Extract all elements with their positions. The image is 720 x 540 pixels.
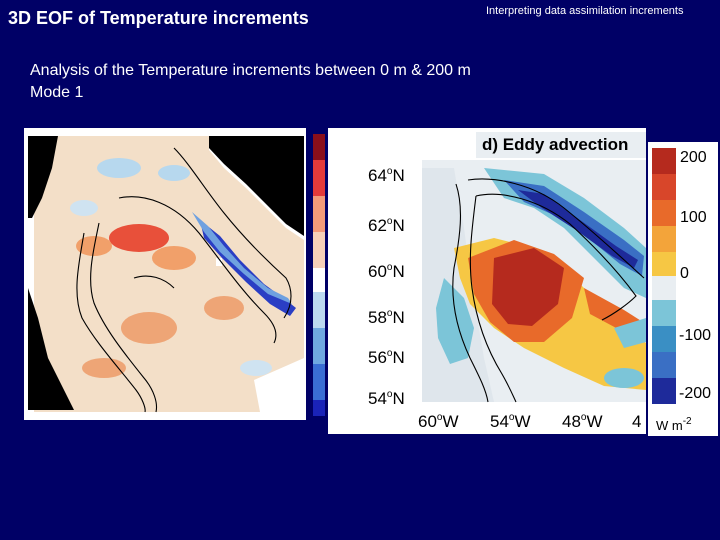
lon-label-48: 48oW xyxy=(562,412,603,431)
eof-land-greenland xyxy=(209,136,304,236)
eof-bathymetry-contours xyxy=(76,147,292,413)
panel-title: d) Eddy advection xyxy=(482,135,628,154)
lon-label-54: 54oW xyxy=(490,412,531,431)
latitude-labels: 64oN 62oN 60oN 58oN 56oN 54oN xyxy=(368,166,405,408)
eof-land-labrador-south xyxy=(28,288,74,410)
eof-increment-blobs xyxy=(70,158,296,378)
body-text: Analysis of the Temperature increments b… xyxy=(30,60,471,104)
eof-colorbar xyxy=(313,134,325,416)
lat-label-64: 64oN xyxy=(368,166,405,185)
panel-title-bg xyxy=(476,132,646,158)
eddy-bathymetry-contours xyxy=(452,178,645,403)
figure-composite: d) Eddy advection 64oN 62oN 60oN 58oN 56… xyxy=(24,128,718,438)
slide-title: 3D EOF of Temperature increments xyxy=(8,8,309,28)
lon-label-60: 60oW xyxy=(418,412,459,431)
colorbar-unit: W m-2 xyxy=(656,416,692,433)
body-line-analysis: Analysis of the Temperature increments b… xyxy=(30,62,471,79)
lat-label-54: 54oN xyxy=(368,389,405,408)
eof-ocean-area xyxy=(34,136,304,412)
figure-svg: d) Eddy advection 64oN 62oN 60oN 58oN 56… xyxy=(24,128,718,436)
eddy-colorbar: 200 100 0 -100 -200 W m-2 xyxy=(648,142,718,436)
lat-label-60: 60oN xyxy=(368,262,405,281)
longitude-labels: 60oW 54oW 48oW 4 xyxy=(418,412,641,431)
colorbar-tick-neg200: -200 xyxy=(679,385,711,402)
colorbar-tick-200: 200 xyxy=(680,149,707,166)
eof-map xyxy=(24,128,306,420)
slide-subtitle: Interpreting data assimilation increment… xyxy=(486,5,684,17)
eof-open-ocean-se xyxy=(254,358,304,412)
eddy-map: d) Eddy advection 64oN 62oN 60oN 58oN 56… xyxy=(328,128,646,434)
lat-label-56: 56oN xyxy=(368,348,405,367)
colorbar-tick-0: 0 xyxy=(680,265,689,282)
colorbar-tick-neg100: -100 xyxy=(679,327,711,344)
colorbar-tick-100: 100 xyxy=(680,209,707,226)
body-line-mode: Mode 1 xyxy=(30,84,84,101)
lat-label-62: 62oN xyxy=(368,216,405,235)
lon-label-4: 4 xyxy=(632,412,641,431)
eof-land-labrador-north xyxy=(28,136,58,218)
lat-label-58: 58oN xyxy=(368,308,405,327)
